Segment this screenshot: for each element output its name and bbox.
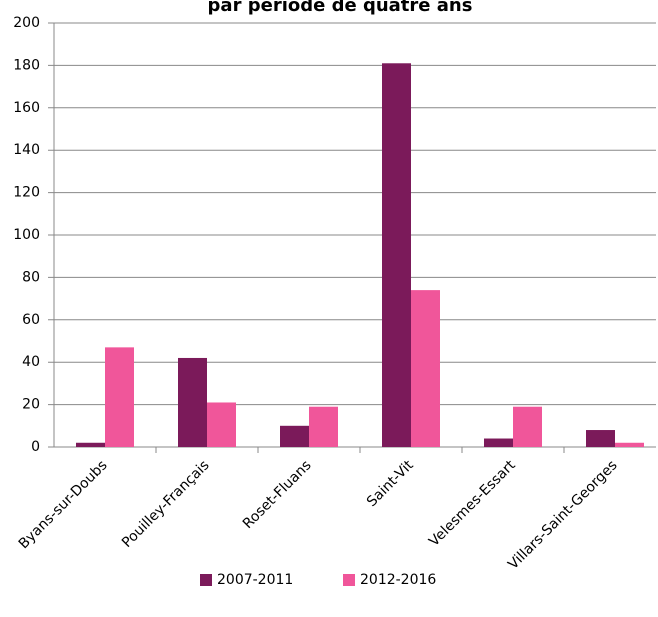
bar (615, 442, 644, 447)
y-tick-label: 80 (22, 269, 40, 285)
chart-title: par période de quatre ans (208, 0, 473, 16)
y-tick-label: 100 (13, 227, 40, 243)
x-tick-label: Pouilley-Français (119, 457, 213, 551)
legend-label: 2012-2016 (360, 572, 436, 588)
bar (76, 442, 105, 447)
bar (280, 425, 309, 447)
y-tick-label: 180 (13, 57, 40, 73)
x-tick-label: Byans-sur-Doubs (16, 457, 111, 552)
x-tick-label: Velesmes-Essart (426, 457, 519, 550)
y-tick-label: 140 (13, 142, 40, 158)
bar (207, 402, 236, 447)
legend-label: 2007-2011 (217, 572, 293, 588)
bar (382, 63, 411, 447)
y-tick-label: 60 (22, 312, 40, 328)
bar (586, 430, 615, 447)
bar (105, 347, 134, 447)
bar (484, 438, 513, 447)
bar (309, 406, 338, 447)
bar (411, 290, 440, 447)
x-tick-label: Saint-Vit (364, 457, 417, 510)
y-tick-label: 200 (13, 15, 40, 31)
x-tick-label: Roset-Fluans (240, 457, 315, 532)
y-tick-label: 160 (13, 100, 40, 116)
legend-swatch (343, 574, 355, 586)
y-tick-label: 0 (31, 439, 40, 455)
y-tick-label: 40 (22, 354, 40, 370)
bar (178, 357, 207, 447)
y-tick-label: 20 (22, 397, 40, 413)
x-tick-label: Villars-Saint-Georges (505, 457, 620, 572)
y-tick-label: 120 (13, 185, 40, 201)
bar (513, 406, 542, 447)
legend-swatch (200, 574, 212, 586)
